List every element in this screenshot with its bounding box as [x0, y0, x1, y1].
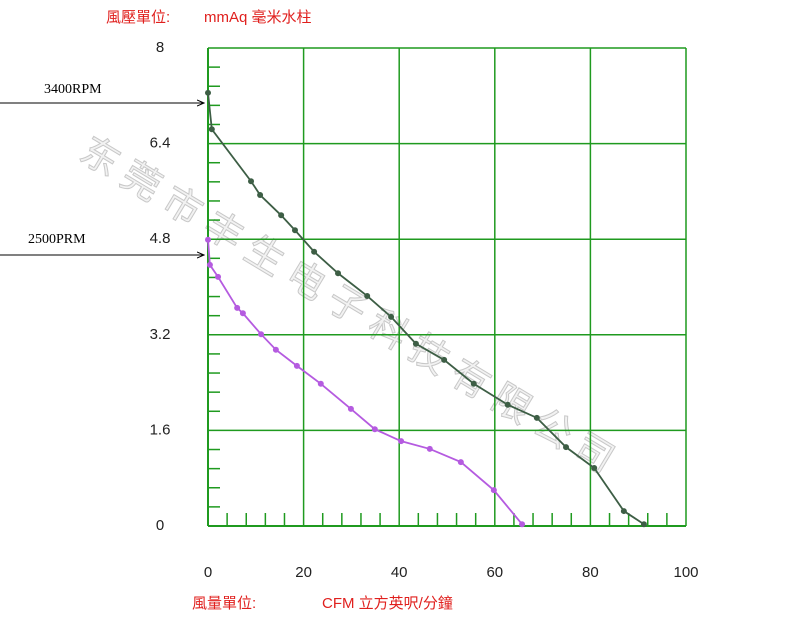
x-axis-unit: CFM 立方英呎/分鐘	[322, 594, 453, 612]
point	[620, 508, 627, 515]
point	[206, 261, 213, 268]
point	[239, 310, 246, 317]
y-tick-label: 6.4	[150, 135, 171, 152]
x-tick-label: 40	[391, 564, 408, 581]
y-tick-label: 8	[156, 39, 164, 56]
x-axis-label: 風量單位:	[192, 595, 256, 612]
y-tick-label: 1.6	[150, 421, 171, 438]
point	[208, 126, 215, 133]
point	[563, 444, 570, 451]
point	[640, 521, 647, 528]
y-axis-label: 風壓單位:	[106, 9, 170, 26]
x-tick-label: 80	[582, 564, 599, 581]
series-line	[207, 239, 523, 525]
point	[248, 178, 255, 185]
annotation: 2500PRM	[28, 232, 86, 247]
point	[317, 380, 324, 387]
point	[234, 304, 241, 311]
point	[398, 438, 405, 445]
point	[257, 191, 264, 198]
point	[291, 227, 298, 234]
point	[205, 89, 211, 96]
x-tick-label: 60	[486, 564, 503, 581]
y-tick-label: 3.2	[150, 326, 171, 343]
point	[293, 362, 300, 369]
point	[504, 401, 511, 408]
point	[205, 236, 211, 243]
point	[426, 445, 433, 452]
point	[272, 346, 279, 353]
point	[519, 521, 526, 528]
point	[490, 487, 497, 494]
point	[388, 313, 395, 320]
point	[347, 405, 354, 412]
point	[311, 248, 318, 255]
point	[335, 270, 342, 277]
point	[457, 459, 464, 466]
y-tick-label: 4.8	[150, 230, 171, 247]
point	[215, 273, 222, 280]
y-axis-unit: mmAq 毫米水柱	[204, 8, 312, 26]
point	[371, 426, 378, 433]
x-tick-label: 20	[295, 564, 312, 581]
point	[412, 340, 419, 347]
point	[470, 380, 477, 387]
point	[591, 465, 598, 472]
x-tick-label: 100	[673, 564, 698, 581]
point	[364, 292, 371, 299]
point	[258, 331, 265, 338]
point	[533, 414, 540, 421]
point	[278, 212, 285, 219]
y-tick-label: 0	[156, 517, 164, 534]
x-tick-label: 0	[204, 564, 212, 581]
point	[441, 356, 448, 363]
annotation: 3400RPM	[44, 82, 102, 97]
